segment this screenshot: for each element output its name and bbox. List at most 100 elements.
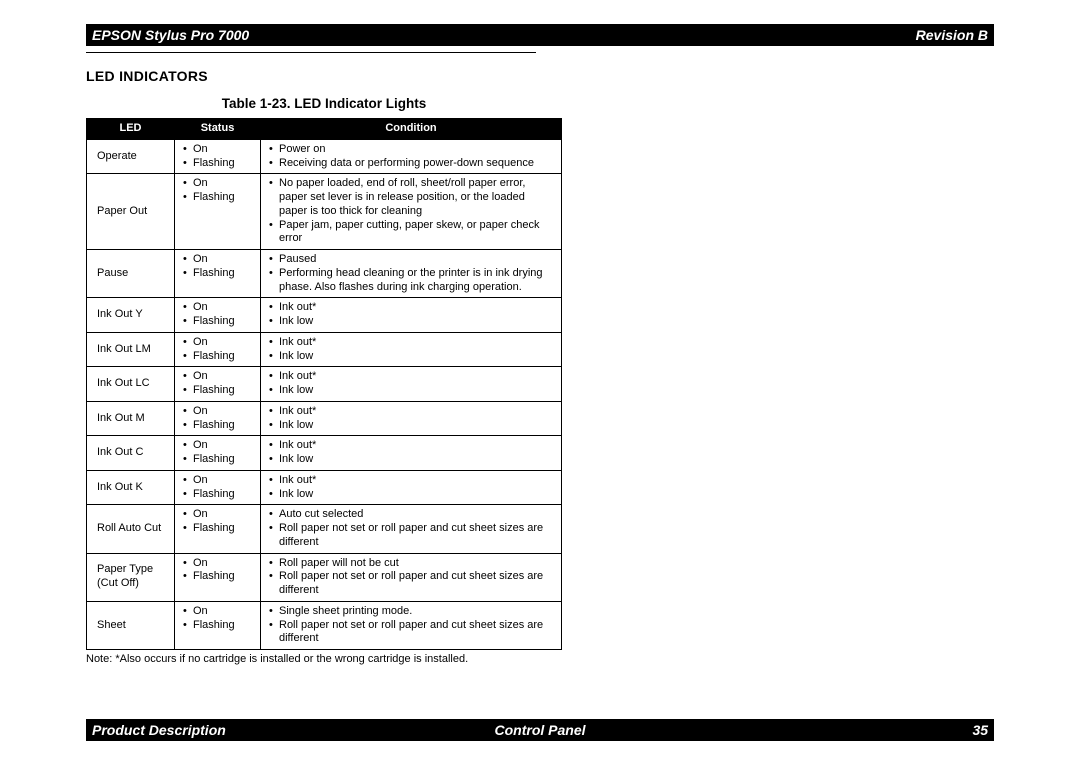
page-header-bar: EPSON Stylus Pro 7000 Revision B [86, 24, 994, 46]
cell-condition: Ink out*Ink low [261, 332, 562, 367]
cell-condition: Roll paper will not be cutRoll paper not… [261, 553, 562, 601]
cell-led-name: Paper Type (Cut Off) [87, 553, 175, 601]
status-item: Flashing [181, 267, 254, 281]
col-header-led: LED [87, 119, 175, 140]
header-left-text: EPSON Stylus Pro 7000 [92, 27, 249, 43]
condition-item: Ink low [267, 453, 555, 467]
status-list: OnFlashing [181, 508, 254, 536]
cell-condition: Ink out*Ink low [261, 367, 562, 402]
condition-list: PausedPerforming head cleaning or the pr… [267, 253, 555, 294]
cell-status: OnFlashing [175, 505, 261, 553]
cell-condition: Power onReceiving data or performing pow… [261, 139, 562, 174]
table-row: Ink Out COnFlashingInk out*Ink low [87, 436, 562, 471]
condition-item: No paper loaded, end of roll, sheet/roll… [267, 177, 555, 218]
status-item: Flashing [181, 488, 254, 502]
footer-center-text: Control Panel [391, 722, 690, 738]
status-item: On [181, 508, 254, 522]
status-item: Flashing [181, 453, 254, 467]
condition-item: Ink out* [267, 370, 555, 384]
cell-status: OnFlashing [175, 601, 261, 649]
document-page: EPSON Stylus Pro 7000 Revision B LED IND… [0, 0, 1080, 763]
condition-list: Ink out*Ink low [267, 301, 555, 329]
condition-item: Single sheet printing mode. [267, 605, 555, 619]
condition-item: Ink out* [267, 301, 555, 315]
status-item: On [181, 557, 254, 571]
condition-item: Ink low [267, 384, 555, 398]
condition-item: Ink low [267, 315, 555, 329]
condition-list: Ink out*Ink low [267, 405, 555, 433]
condition-list: Power onReceiving data or performing pow… [267, 143, 555, 171]
cell-condition: No paper loaded, end of roll, sheet/roll… [261, 174, 562, 250]
cell-condition: Auto cut selectedRoll paper not set or r… [261, 505, 562, 553]
condition-item: Roll paper not set or roll paper and cut… [267, 570, 555, 598]
status-item: On [181, 605, 254, 619]
status-item: Flashing [181, 384, 254, 398]
status-item: Flashing [181, 419, 254, 433]
cell-status: OnFlashing [175, 174, 261, 250]
condition-list: Ink out*Ink low [267, 474, 555, 502]
status-item: Flashing [181, 619, 254, 633]
status-list: OnFlashing [181, 439, 254, 467]
condition-list: Single sheet printing mode.Roll paper no… [267, 605, 555, 646]
col-header-condition: Condition [261, 119, 562, 140]
status-list: OnFlashing [181, 301, 254, 329]
status-item: On [181, 474, 254, 488]
status-item: On [181, 405, 254, 419]
status-item: Flashing [181, 350, 254, 364]
cell-condition: PausedPerforming head cleaning or the pr… [261, 250, 562, 298]
cell-led-name: Ink Out C [87, 436, 175, 471]
cell-status: OnFlashing [175, 401, 261, 436]
table-row: Ink Out LCOnFlashingInk out*Ink low [87, 367, 562, 402]
condition-item: Performing head cleaning or the printer … [267, 267, 555, 295]
status-item: Flashing [181, 315, 254, 329]
condition-item: Paused [267, 253, 555, 267]
cell-status: OnFlashing [175, 436, 261, 471]
cell-status: OnFlashing [175, 553, 261, 601]
cell-led-name: Ink Out Y [87, 298, 175, 333]
status-list: OnFlashing [181, 474, 254, 502]
cell-condition: Ink out*Ink low [261, 401, 562, 436]
table-body: OperateOnFlashingPower onReceiving data … [87, 139, 562, 649]
table-row: Ink Out YOnFlashingInk out*Ink low [87, 298, 562, 333]
status-list: OnFlashing [181, 253, 254, 281]
cell-status: OnFlashing [175, 298, 261, 333]
status-item: On [181, 253, 254, 267]
status-item: On [181, 177, 254, 191]
condition-item: Ink out* [267, 405, 555, 419]
table-caption: Table 1-23. LED Indicator Lights [86, 96, 562, 111]
status-list: OnFlashing [181, 557, 254, 585]
cell-status: OnFlashing [175, 367, 261, 402]
status-item: Flashing [181, 157, 254, 171]
condition-item: Power on [267, 143, 555, 157]
status-item: On [181, 439, 254, 453]
condition-item: Auto cut selected [267, 508, 555, 522]
status-item: On [181, 336, 254, 350]
status-item: On [181, 370, 254, 384]
cell-condition: Single sheet printing mode.Roll paper no… [261, 601, 562, 649]
page-footer-bar: Product Description Control Panel 35 [86, 719, 994, 741]
cell-led-name: Ink Out LC [87, 367, 175, 402]
status-list: OnFlashing [181, 405, 254, 433]
table-row: Paper Type (Cut Off)OnFlashingRoll paper… [87, 553, 562, 601]
condition-list: Ink out*Ink low [267, 336, 555, 364]
status-item: On [181, 143, 254, 157]
condition-list: Ink out*Ink low [267, 370, 555, 398]
table-header-row: LED Status Condition [87, 119, 562, 140]
status-item: Flashing [181, 191, 254, 205]
status-list: OnFlashing [181, 177, 254, 205]
table-row: PauseOnFlashingPausedPerforming head cle… [87, 250, 562, 298]
condition-item: Ink out* [267, 336, 555, 350]
cell-led-name: Ink Out M [87, 401, 175, 436]
condition-item: Receiving data or performing power-down … [267, 157, 555, 171]
status-list: OnFlashing [181, 143, 254, 171]
table-row: Ink Out KOnFlashingInk out*Ink low [87, 470, 562, 505]
col-header-status: Status [175, 119, 261, 140]
condition-item: Ink out* [267, 439, 555, 453]
table-row: OperateOnFlashingPower onReceiving data … [87, 139, 562, 174]
table-row: Ink Out LM OnFlashing Ink out*Ink low [87, 332, 562, 367]
status-list: OnFlashing [181, 370, 254, 398]
table-footnote: Note: *Also occurs if no cartridge is in… [86, 650, 562, 665]
table-row: SheetOnFlashingSingle sheet printing mod… [87, 601, 562, 649]
status-item: On [181, 301, 254, 315]
cell-led-name: Ink Out LM [87, 332, 175, 367]
